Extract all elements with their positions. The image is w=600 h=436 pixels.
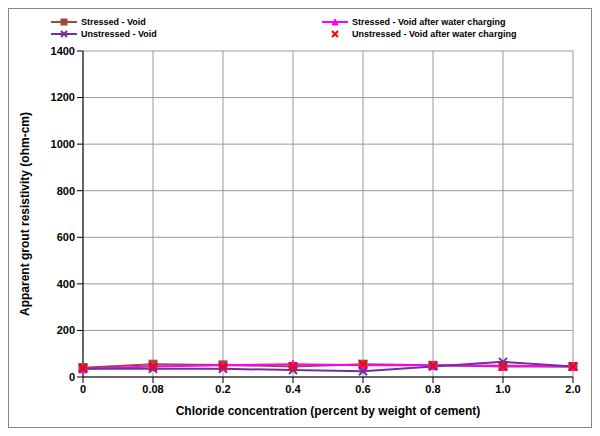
html-text:Stressed - Void: Stressed - Void: [81, 17, 146, 27]
svg-text:0: 0: [80, 383, 86, 395]
svg-text:1000: 1000: [51, 138, 75, 150]
svg-text:1200: 1200: [51, 91, 75, 103]
svg-text:2.0: 2.0: [565, 383, 580, 395]
svg-text:Chloride concentration (percen: Chloride concentration (percent by weigh…: [176, 404, 481, 418]
html-text:Unstressed - Void: Unstressed - Void: [81, 29, 157, 39]
html-text:Stressed - Void after water ch: Stressed - Void after water charging: [352, 17, 506, 27]
svg-text:0.2: 0.2: [215, 383, 230, 395]
svg-text:400: 400: [57, 278, 75, 290]
svg-text:0.6: 0.6: [355, 383, 370, 395]
svg-text:0.4: 0.4: [285, 383, 301, 395]
svg-text:0.8: 0.8: [425, 383, 440, 395]
svg-text:0: 0: [69, 371, 75, 383]
svg-text:600: 600: [57, 231, 75, 243]
svg-text:1400: 1400: [51, 45, 75, 57]
svg-text:0.08: 0.08: [142, 383, 163, 395]
html-text:Unstressed - Void after water: Unstressed - Void after water charging: [352, 29, 517, 39]
svg-text:1.0: 1.0: [495, 383, 510, 395]
svg-text:200: 200: [57, 324, 75, 336]
svg-text:Apparent grout resistivity (oh: Apparent grout resistivity (ohm-cm): [18, 112, 32, 316]
svg-text:800: 800: [57, 185, 75, 197]
